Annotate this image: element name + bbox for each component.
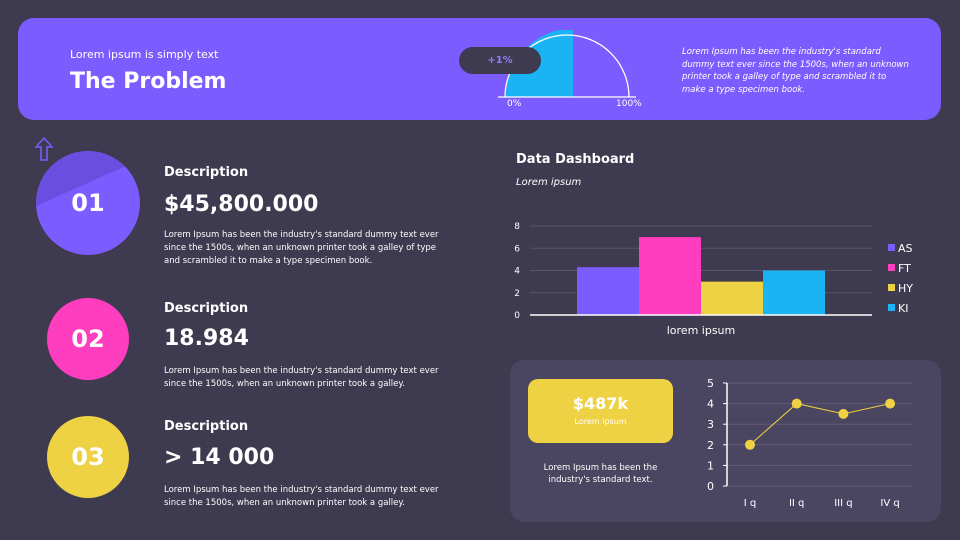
item-label: Description xyxy=(164,301,249,316)
y-tick-label: 0 xyxy=(514,311,520,321)
data-point xyxy=(885,398,896,409)
dashboard-title: Data Dashboard xyxy=(516,152,635,167)
item-number: 01 xyxy=(71,189,105,217)
y-tick-label: 0 xyxy=(707,480,714,493)
item-value: > 14 000 xyxy=(164,445,275,470)
legend-swatch xyxy=(888,304,895,311)
item-text: Lorem Ipsum has been the industry's stan… xyxy=(164,485,439,508)
item-circle-03: 03 xyxy=(47,416,129,498)
legend-swatch xyxy=(888,264,895,271)
legend-label: KI xyxy=(898,302,908,315)
item-circle-02: 02 xyxy=(47,298,129,380)
data-point xyxy=(745,439,755,450)
line-chart: 0 1 2 3 4 5 I q II q III q IV q xyxy=(707,377,912,509)
bar-HY xyxy=(701,281,763,315)
y-tick-label: 3 xyxy=(707,418,714,431)
kpi-label: Lorem ipsum xyxy=(574,417,627,426)
kpi-value: $487k xyxy=(572,394,629,413)
legend-swatch xyxy=(888,244,895,251)
arrow-up-icon xyxy=(34,136,54,161)
item-label: Description xyxy=(164,165,249,180)
header-subtitle: Lorem ipsum is simply text xyxy=(70,48,219,61)
x-tick-label: III q xyxy=(834,498,852,509)
y-tick-label: 2 xyxy=(514,289,520,299)
x-category-label: lorem ipsum xyxy=(667,324,736,337)
kpi-text: Lorem Ipsum has been the industry's stan… xyxy=(543,463,658,485)
header-text: Lorem Ipsum has been the industry's stan… xyxy=(682,47,909,95)
data-point xyxy=(791,398,802,409)
legend-swatch xyxy=(888,284,895,291)
y-tick-label: 2 xyxy=(707,439,714,452)
bar-KI xyxy=(763,270,825,315)
bar-FT xyxy=(639,237,701,315)
item-value: 18.984 xyxy=(164,326,249,351)
item-circle-01: 01 xyxy=(36,151,140,255)
legend-label: AS xyxy=(898,242,913,255)
legend-label: FT xyxy=(898,262,911,275)
bar-AS xyxy=(577,267,639,315)
item-number: 03 xyxy=(71,443,105,471)
kpi-card: $487k Lorem ipsum xyxy=(528,379,673,443)
item-text: Lorem Ipsum has been the industry's stan… xyxy=(164,230,439,266)
gauge-badge: +1% xyxy=(459,47,541,74)
dashboard-subtitle: Lorem ipsum xyxy=(516,177,582,188)
legend-label: HY xyxy=(898,282,913,295)
y-tick-label: 5 xyxy=(707,377,714,390)
item-text: Lorem Ipsum has been the industry's stan… xyxy=(164,366,439,389)
bar-chart: 0 2 4 6 8 AS FT HY KI lorem ipsum xyxy=(514,222,913,337)
page-title: The Problem xyxy=(70,69,227,94)
x-tick-label: II q xyxy=(789,498,804,509)
gauge-min-label: 0% xyxy=(507,99,522,109)
y-tick-label: 8 xyxy=(514,222,520,232)
item-number: 02 xyxy=(71,325,105,353)
y-tick-label: 6 xyxy=(514,244,520,254)
y-tick-label: 4 xyxy=(707,398,714,411)
y-tick-label: 4 xyxy=(514,267,520,277)
x-tick-label: I q xyxy=(744,498,756,509)
item-label: Description xyxy=(164,419,249,434)
gauge-max-label: 100% xyxy=(616,99,642,109)
series-line xyxy=(749,403,891,446)
item-value: $45,800.000 xyxy=(164,192,319,217)
x-tick-label: IV q xyxy=(880,498,899,509)
y-tick-label: 1 xyxy=(707,459,714,472)
data-point xyxy=(838,408,849,419)
